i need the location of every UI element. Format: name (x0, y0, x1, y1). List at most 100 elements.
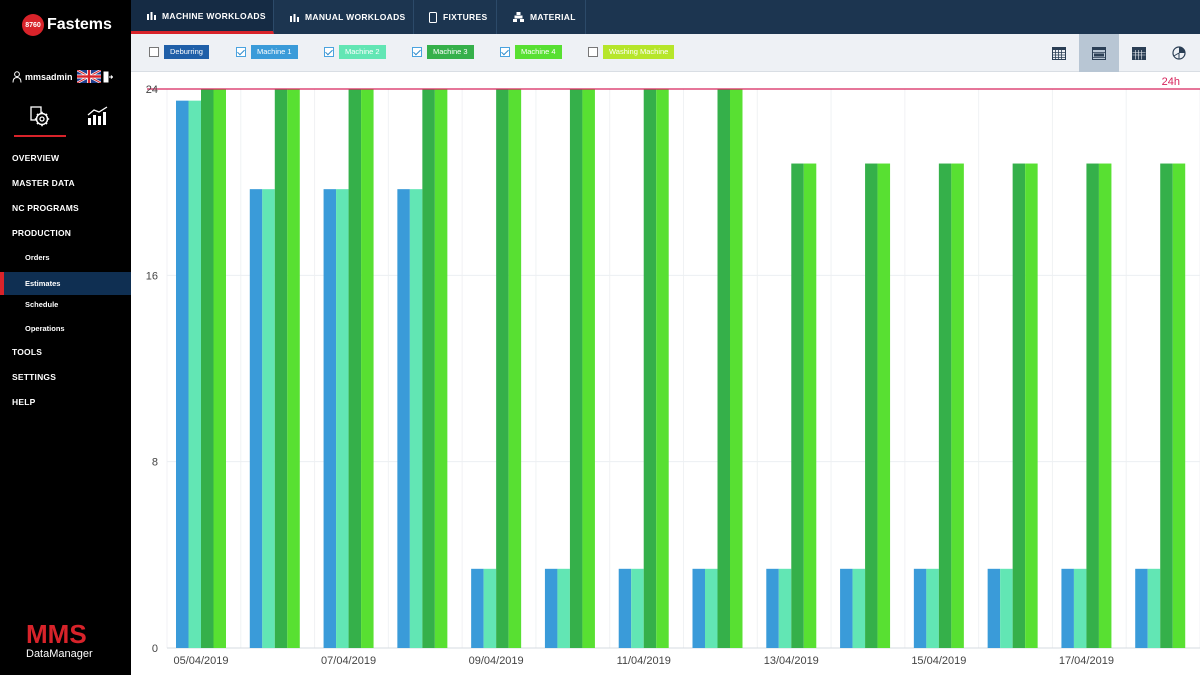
checkbox-washing-machine[interactable] (588, 47, 598, 57)
nav-operations[interactable]: Operations (25, 323, 65, 333)
nav-orders[interactable]: Orders (25, 253, 50, 262)
chart-x-axis: 05/04/2019 07/04/2019 09/04/2019 11/04/2019… (173, 655, 1113, 667)
bar-machine-1[interactable] (1061, 568, 1074, 648)
bar-machine-2[interactable] (336, 189, 349, 648)
bar-machine-4[interactable] (582, 89, 595, 648)
tab-manual-workloads[interactable]: MANUAL WORKLOADS (274, 0, 414, 34)
bar-machine-1[interactable] (397, 189, 410, 648)
bar-machine-3[interactable] (569, 89, 583, 648)
filter-machine-2[interactable]: Machine 2 (324, 45, 386, 59)
bar-machine-4[interactable] (434, 89, 448, 648)
nav-production[interactable]: PRODUCTION (12, 228, 72, 238)
bar-machine-2[interactable] (1147, 568, 1161, 648)
checkbox-deburring[interactable] (149, 47, 159, 57)
bar-machine-2[interactable] (852, 568, 866, 648)
bar-machine-2[interactable] (188, 100, 202, 649)
nav-master-data[interactable]: MASTER DATA (12, 178, 75, 188)
view-week-button[interactable] (1079, 34, 1119, 72)
bar-machine-1[interactable] (618, 568, 632, 648)
nav-tools[interactable]: TOOLS (12, 347, 43, 357)
view-month-button[interactable] (1039, 34, 1079, 72)
uk-flag-icon[interactable] (76, 70, 101, 83)
bar-machine-3[interactable] (717, 89, 731, 648)
bar-machine-4[interactable] (508, 89, 522, 648)
filter-machine-1[interactable]: Machine 1 (236, 45, 298, 59)
bar-machine-3[interactable] (1160, 163, 1173, 648)
bar-machine-3[interactable] (348, 89, 362, 648)
filter-washing-machine[interactable]: Washing Machine (588, 45, 675, 59)
bar-machine-3[interactable] (643, 89, 657, 648)
checkbox-machine-1[interactable] (236, 47, 246, 57)
nav-settings[interactable]: SETTINGS (12, 372, 57, 382)
view-day-button[interactable] (1119, 34, 1159, 72)
bar-machine-3[interactable] (274, 89, 288, 648)
bar-machine-4[interactable] (361, 89, 374, 648)
nav-nc-programs[interactable]: NC PROGRAMS (12, 203, 79, 213)
bar-machine-1[interactable] (249, 189, 263, 648)
bar-machine-1[interactable] (987, 568, 1001, 648)
machine-filter-bar: Deburring Machine 1 Machine 2 Machine 3 … (131, 34, 1200, 72)
bar-machine-2[interactable] (705, 568, 718, 648)
bar-machine-2[interactable] (631, 568, 644, 648)
tab-machine-workloads-label: MACHINE WORKLOADS (162, 10, 266, 21)
tab-machine-workloads[interactable]: MACHINE WORKLOADS (131, 0, 274, 34)
bar-machine-1[interactable] (913, 568, 927, 648)
bar-machine-3[interactable] (422, 89, 435, 648)
bar-machine-3[interactable] (938, 163, 952, 648)
bar-machine-3[interactable] (496, 89, 509, 648)
bar-machine-2[interactable] (1073, 568, 1087, 648)
bar-machine-3[interactable] (865, 163, 878, 648)
bar-machine-1[interactable] (692, 568, 706, 648)
bar-machine-4[interactable] (1025, 163, 1038, 648)
mode-switcher (0, 106, 131, 138)
tab-material[interactable]: MATERIAL (497, 0, 586, 34)
bar-machine-4[interactable] (951, 163, 964, 648)
view-pie-button[interactable] (1159, 34, 1199, 72)
bar-machine-1[interactable] (544, 568, 558, 648)
bar-machine-1[interactable] (1135, 568, 1148, 648)
bar-machine-3[interactable] (1086, 163, 1099, 648)
logout-icon[interactable] (103, 71, 113, 83)
nav-overview[interactable]: OVERVIEW (12, 153, 60, 163)
checkbox-machine-4[interactable] (500, 47, 510, 57)
bar-machine-2[interactable] (778, 568, 792, 648)
bar-machine-1[interactable] (471, 568, 484, 648)
filter-deburring[interactable]: Deburring (149, 45, 209, 59)
app-logo[interactable]: 8760 Fastems (22, 14, 112, 36)
nav-help[interactable]: HELP (12, 397, 36, 407)
analytics-mode-button[interactable] (78, 106, 118, 137)
bar-machine-3[interactable] (201, 89, 214, 648)
nav-estimates[interactable]: Estimates (0, 271, 131, 295)
bar-machine-4[interactable] (1172, 163, 1186, 648)
nav-schedule[interactable]: Schedule (25, 300, 59, 309)
user-row: mmsadmin (12, 70, 113, 83)
bar-machine-1[interactable] (840, 568, 853, 648)
bar-machine-2[interactable] (483, 568, 497, 648)
bar-machine-4[interactable] (213, 89, 227, 648)
tab-fixtures[interactable]: FIXTURES (414, 0, 497, 34)
bar-machine-4[interactable] (730, 89, 743, 648)
bar-machine-1[interactable] (766, 568, 779, 648)
bar-machine-2[interactable] (262, 189, 275, 648)
bar-machine-2[interactable] (409, 189, 423, 648)
bar-machine-1[interactable] (176, 100, 189, 649)
bar-machine-4[interactable] (803, 163, 817, 648)
bar-machine-4[interactable] (1098, 163, 1112, 648)
bar-machine-4[interactable] (877, 163, 891, 648)
username[interactable]: mmsadmin (25, 71, 73, 82)
bar-machine-4[interactable] (656, 89, 669, 648)
bar-machine-2[interactable] (926, 568, 939, 648)
bar-machine-1[interactable] (323, 189, 337, 648)
x-tick-label: 11/04/2019 (617, 655, 671, 667)
bar-machine-3[interactable] (1012, 163, 1026, 648)
y-tick-label: 16 (146, 270, 158, 282)
bar-machine-4[interactable] (287, 89, 300, 648)
checkbox-machine-2[interactable] (324, 47, 334, 57)
bar-machine-3[interactable] (791, 163, 804, 648)
filter-machine-4[interactable]: Machine 4 (500, 45, 562, 59)
settings-mode-button[interactable] (14, 106, 66, 137)
checkbox-machine-3[interactable] (412, 47, 422, 57)
bar-machine-2[interactable] (557, 568, 570, 648)
bar-machine-2[interactable] (1000, 568, 1013, 648)
filter-machine-3[interactable]: Machine 3 (412, 45, 474, 59)
